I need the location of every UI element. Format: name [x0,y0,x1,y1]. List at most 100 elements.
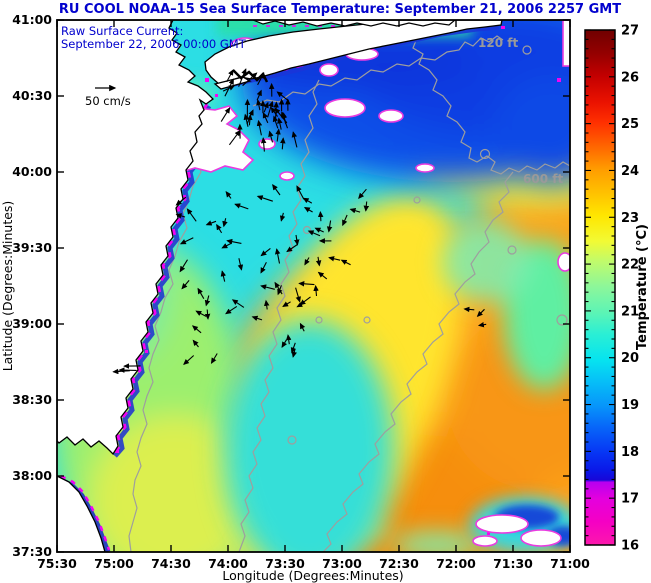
land-connecticut [252,20,456,27]
current-arrow [179,259,188,273]
cloud-patch [562,20,570,67]
x-axis-tick-label: 71:00 [550,556,590,571]
map-frame [56,19,571,553]
colorbar-frame [584,29,616,546]
current-arrow [234,203,249,210]
figure-title: RU COOL NOAA–15 Sea Surface Temperature:… [59,2,621,17]
colorbar-tick-label: 22 [621,258,639,273]
current-arrow [243,113,249,127]
scale-arrow: 50 cm/s [85,84,131,108]
cloud-patch [258,138,276,150]
x-axis-tick-label: 74:00 [208,556,248,571]
current-arrow [272,115,279,129]
current-arrow [263,299,270,310]
x-axis-tick-label: 71:30 [493,556,533,571]
contour-label-120ft: 120 ft [478,36,518,50]
current-arrow [326,220,333,233]
colorbar-tick-label: 18 [621,445,639,460]
cloud-patch [557,252,570,272]
x-axis-label: Longitude (Degrees:Minutes) [222,568,403,583]
land-delaware [57,475,106,552]
y-axis-tick-label: 40:00 [12,164,52,179]
current-arrow [276,91,290,102]
depth-contour [238,79,320,552]
current-arrow [328,256,341,262]
colorbar-tick-label: 20 [621,351,639,366]
current-arrow [299,296,311,306]
current-arrow [313,284,319,297]
current-arrow [237,258,244,271]
cloud-patch [520,529,562,547]
current-arrow [247,114,253,126]
colorbar-tick-label: 21 [621,304,639,319]
current-arrow [216,223,223,234]
current-arrow [340,259,351,266]
current-arrow [268,130,274,143]
current-arrow [304,257,310,266]
current-arrow [277,117,283,130]
land [57,20,503,552]
x-axis-tick-label: 73:30 [265,556,305,571]
current-arrow [295,287,301,303]
current-arrow [231,299,245,308]
scale-arrow-label: 50 cm/s [85,94,131,108]
y-axis-tick-label: 39:30 [12,240,52,255]
y-axis-tick-label: 37:30 [12,544,52,559]
current-arrow [298,281,315,287]
colorbar-gradient [585,30,615,545]
current-arrow [463,306,475,313]
current-arrow [260,247,271,257]
cloud-patch [378,109,404,123]
colorbar-tick-label: 23 [621,211,639,226]
current-arrow [280,137,286,150]
current-arrow [226,238,242,245]
current-arrow [257,72,265,86]
y-axis-tick-label: 38:30 [12,392,52,407]
current-arrow [260,137,267,152]
current-arrow [317,211,324,222]
colorbar-tick-label: 16 [621,539,639,554]
x-axis-tick-label: 75:30 [37,556,77,571]
current-arrow [260,262,267,274]
current-arrow [204,295,211,307]
current-arrow [197,287,205,299]
axis-tick-labels: 75:30 75:00 74:30 74:00 73:30 73:00 72:30 72:00… [12,12,590,571]
current-arrow [296,185,305,200]
y-axis-label: Latitude (Degrees:Minutes) [0,201,15,372]
colorbar-tick-label: 17 [621,492,639,507]
x-axis-tick-label: 74:30 [151,556,191,571]
current-arrow [275,128,281,142]
current-arrow [195,310,207,317]
current-arrow [222,218,228,228]
current-arrow [267,100,274,118]
cloud-patch [472,535,498,547]
map-plot-area: 120 ft 600 ft [57,20,570,552]
current-arrow [221,242,232,249]
current-arrow [175,213,186,219]
current-arrow [220,107,231,122]
current-arrow [272,184,281,196]
y-axis-tick-label: 40:30 [12,88,52,103]
current-arrow [274,248,281,264]
current-arrow [315,256,322,267]
current-arrow [476,308,485,317]
current-arrow [192,339,199,348]
current-arrow [314,227,324,233]
current-arrow [279,212,286,222]
current-arrow [307,230,321,237]
current-arrow [205,220,217,226]
current-arrow [280,111,289,129]
x-axis-tick-label: 72:30 [379,556,419,571]
colorbar-tick-label: 19 [621,398,639,413]
current-arrow [317,271,328,280]
land-mainland-nj [57,20,215,456]
depth-contour [128,115,208,552]
sst-cyan-wedge [224,320,394,552]
current-arrow [286,244,298,253]
y-axis-tick-label: 39:00 [12,316,52,331]
contour-label-600ft: 600 ft [523,172,563,186]
annotation-current-line1: Raw Surface Current: [61,24,183,38]
current-arrow [222,85,236,92]
current-arrow [256,99,262,111]
